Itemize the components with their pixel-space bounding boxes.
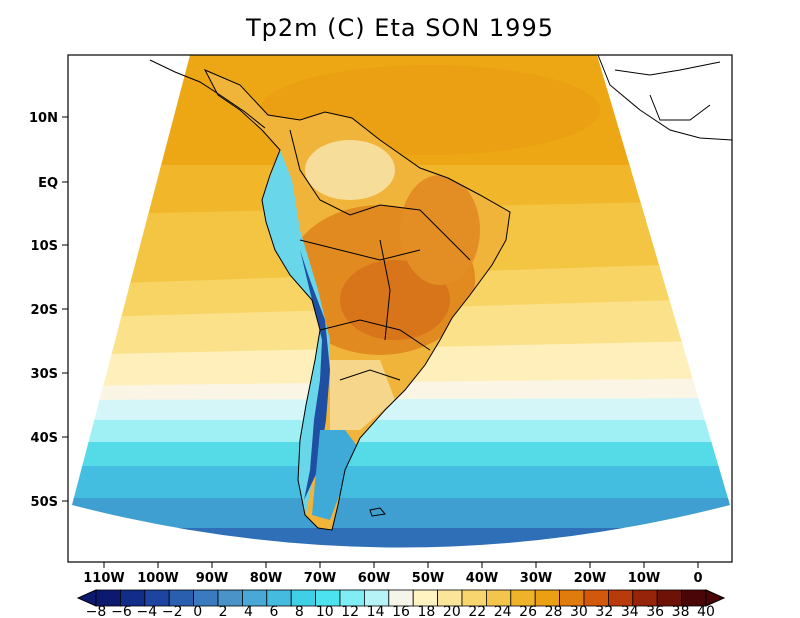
lon-label-30w: 30W bbox=[520, 571, 552, 586]
lon-label-100w: 100W bbox=[137, 571, 178, 586]
colorbar-tick-label: 38 bbox=[672, 604, 690, 618]
colorbar-tick-label: 0 bbox=[193, 604, 202, 618]
lat-label-10s: 10S bbox=[31, 239, 58, 254]
colorbar-tick-label: −6 bbox=[111, 604, 132, 618]
colorbar-tick-label: 10 bbox=[316, 604, 334, 618]
colorbar-arrow-high bbox=[705, 589, 726, 607]
lat-label-10n: 10N bbox=[29, 111, 58, 126]
lon-label-0: 0 bbox=[693, 571, 702, 586]
map-title: Tp2m (C) Eta SON 1995 bbox=[246, 14, 554, 42]
colorbar-tick-label: 6 bbox=[269, 604, 278, 618]
colorbar-tick-label: 30 bbox=[570, 604, 588, 618]
colorbar-tick-label: 24 bbox=[494, 604, 512, 618]
colorbar: −8 −6 −4 −2 0 2 4 6 8 10 12 14 16 18 20 22 24 26 28 30 32 34 3… bbox=[76, 589, 726, 618]
colorbar-tick-label: 36 bbox=[646, 604, 664, 618]
colorbar-tick-label: −2 bbox=[162, 604, 183, 618]
colorbar-tick-label: −4 bbox=[137, 604, 158, 618]
colorbar-tick-label: 26 bbox=[519, 604, 537, 618]
colorbar-tick-label: 12 bbox=[341, 604, 359, 618]
colorbar-tick-label: 20 bbox=[443, 604, 461, 618]
lon-label-40w: 40W bbox=[466, 571, 498, 586]
longitude-axis: 110W 100W 90W 80W 70W 60W 50W 40W 30W 20… bbox=[83, 562, 703, 586]
colorbar-tick-label: 14 bbox=[367, 604, 385, 618]
lon-label-60w: 60W bbox=[358, 571, 390, 586]
colorbar-tick-label: 32 bbox=[595, 604, 613, 618]
colorbar-tick-label: 2 bbox=[219, 604, 228, 618]
colorbar-tick-label: 18 bbox=[418, 604, 436, 618]
lon-label-90w: 90W bbox=[196, 571, 228, 586]
colorbar-tick-label: 34 bbox=[621, 604, 639, 618]
colorbar-tick-label: −8 bbox=[86, 604, 107, 618]
lat-label-20s: 20S bbox=[31, 303, 58, 318]
lon-label-80w: 80W bbox=[250, 571, 282, 586]
colorbar-tick-label: 22 bbox=[468, 604, 486, 618]
coastlines bbox=[149, 54, 733, 531]
colorbar-tick-label: 16 bbox=[392, 604, 410, 618]
lat-label-eq: EQ bbox=[38, 176, 58, 191]
colorbar-tick-label: 4 bbox=[244, 604, 253, 618]
lon-label-20w: 20W bbox=[574, 571, 606, 586]
lat-label-40s: 40S bbox=[31, 431, 58, 446]
lon-label-110w: 110W bbox=[83, 571, 124, 586]
lon-label-10w: 10W bbox=[628, 571, 660, 586]
colorbar-tick-label: 8 bbox=[295, 604, 304, 618]
lat-label-30s: 30S bbox=[31, 367, 58, 382]
lat-label-50s: 50S bbox=[31, 495, 58, 510]
lon-label-70w: 70W bbox=[304, 571, 336, 586]
lon-label-50w: 50W bbox=[412, 571, 444, 586]
colorbar-tick-label: 40 bbox=[697, 604, 715, 618]
colorbar-tick-label: 28 bbox=[545, 604, 563, 618]
latitude-axis: 10N EQ 10S 20S 30S 40S 50S bbox=[29, 111, 68, 510]
